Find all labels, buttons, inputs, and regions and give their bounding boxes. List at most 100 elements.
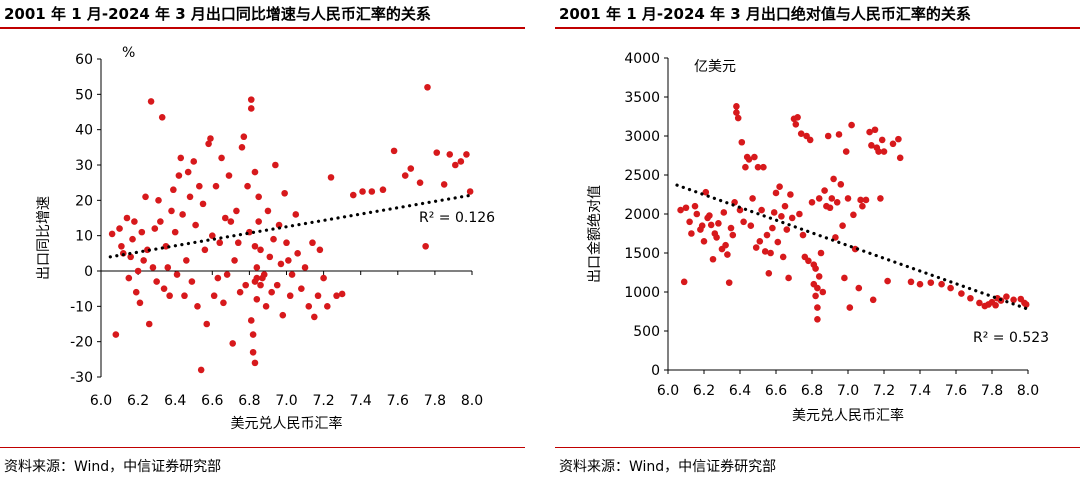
data-point	[1010, 296, 1017, 304]
data-point	[877, 195, 884, 202]
y-tick-label: 10	[75, 229, 93, 245]
data-point	[368, 188, 376, 195]
data-point	[871, 126, 879, 134]
data-point	[262, 303, 270, 310]
data-point	[253, 274, 261, 282]
data-point	[837, 181, 845, 188]
data-point	[779, 253, 787, 261]
x-tick-label: 7.6	[387, 393, 409, 409]
data-point	[112, 331, 120, 338]
y-tick-label: 0	[651, 363, 660, 379]
data-point	[1003, 293, 1010, 300]
data-point	[457, 158, 465, 165]
data-point	[212, 182, 220, 190]
data-point	[729, 231, 737, 239]
data-point	[680, 278, 688, 286]
right-title-rule	[555, 27, 1080, 29]
x-tick-label: 6.6	[201, 393, 223, 409]
data-point	[824, 132, 832, 140]
data-point	[147, 98, 155, 105]
data-point	[407, 165, 415, 172]
data-point	[844, 195, 852, 202]
data-point	[754, 163, 762, 171]
x-axis-label: 美元兑人民币汇率	[792, 407, 904, 424]
x-tick-label: 7.2	[312, 393, 334, 409]
y-tick-label: 1000	[624, 285, 660, 301]
data-point	[783, 226, 791, 233]
left-scatter-chart: 60 50 40 30 20 10 0 -10 -20 -30 6.0 6.2 6.4 6.6 6.8 7.0…	[36, 45, 495, 432]
data-point	[129, 235, 136, 243]
data-point	[752, 244, 760, 251]
data-point	[260, 271, 268, 278]
data-point	[797, 130, 805, 137]
data-point	[220, 299, 227, 307]
data-point	[787, 191, 794, 198]
data-point	[841, 274, 848, 282]
data-point	[253, 264, 261, 271]
data-point	[767, 249, 774, 257]
data-point	[727, 224, 735, 232]
data-point	[772, 189, 780, 197]
data-point	[734, 114, 742, 122]
data-point	[349, 191, 357, 199]
data-point	[799, 231, 807, 239]
data-point	[776, 183, 783, 190]
x-tick-label: 7.2	[873, 383, 895, 399]
x-tick-label: 6.8	[238, 393, 260, 409]
y-tick-label: 1500	[624, 246, 660, 262]
data-point	[162, 242, 170, 250]
data-point	[927, 279, 935, 286]
data-point	[190, 158, 198, 165]
data-point	[857, 196, 864, 204]
data-point	[698, 222, 706, 229]
data-point	[401, 172, 409, 179]
data-point	[131, 218, 138, 225]
data-point	[305, 303, 313, 310]
data-point	[205, 140, 212, 148]
data-point	[270, 235, 277, 243]
data-point	[796, 210, 803, 218]
data-point	[390, 147, 398, 155]
data-point	[164, 264, 172, 271]
data-point	[207, 135, 214, 142]
data-point	[833, 199, 841, 206]
data-point	[677, 206, 684, 214]
data-point	[424, 83, 431, 91]
data-point	[821, 187, 828, 194]
data-point	[127, 253, 134, 261]
data-point	[830, 175, 837, 183]
data-point	[251, 242, 259, 250]
data-point	[740, 218, 747, 226]
data-point	[338, 290, 346, 298]
data-point	[416, 179, 424, 186]
data-point	[896, 154, 904, 162]
data-point	[327, 174, 335, 181]
data-point	[247, 317, 255, 324]
data-point	[788, 214, 796, 222]
data-point	[745, 156, 753, 163]
data-point	[760, 163, 767, 171]
data-point	[707, 221, 715, 229]
data-point	[145, 320, 153, 328]
left-title-rule	[0, 27, 525, 29]
data-point	[868, 142, 875, 149]
data-point	[815, 273, 823, 280]
unit-label: 亿美元	[694, 59, 736, 75]
r-squared-label: R² = 0.523	[973, 330, 1049, 346]
data-point	[251, 168, 259, 176]
data-point	[157, 218, 164, 225]
data-point	[149, 264, 157, 271]
x-tick-label: 7.6	[945, 383, 967, 399]
trend-line	[108, 193, 474, 259]
data-point	[320, 274, 327, 282]
data-point	[778, 213, 785, 220]
data-point	[229, 340, 237, 347]
y-tick-label: -20	[70, 335, 93, 351]
data-point	[181, 292, 188, 300]
data-point	[179, 211, 186, 218]
x-tick-label: 7.4	[909, 383, 931, 399]
data-point	[116, 225, 123, 232]
data-point	[379, 186, 387, 194]
y-axis-label: 出口同比增速	[36, 196, 52, 280]
data-point	[769, 224, 776, 232]
